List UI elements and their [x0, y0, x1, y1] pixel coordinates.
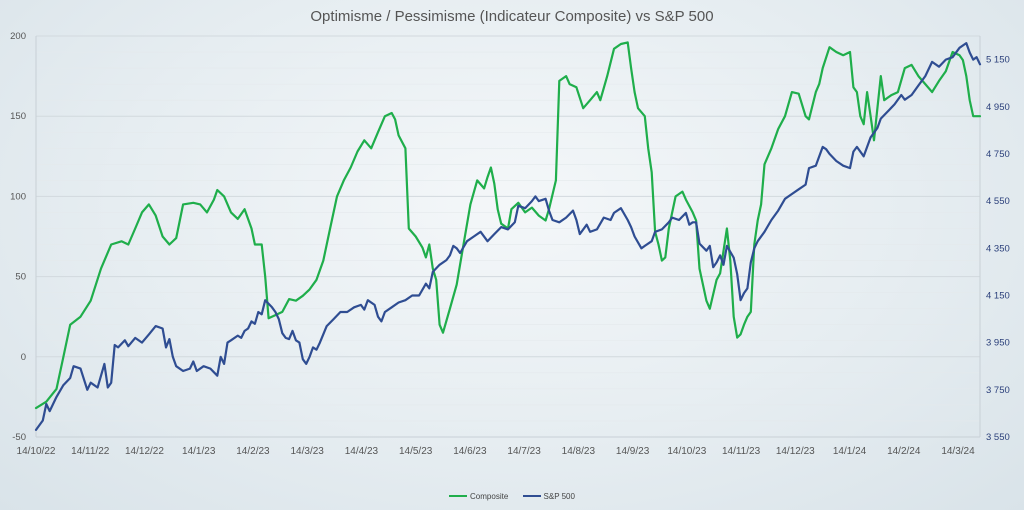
legend-item-composite: Composite [449, 492, 508, 501]
x-tick-label: 14/2/24 [887, 446, 921, 457]
y-left-tick-label: 50 [15, 272, 26, 283]
x-tick-label: 14/8/23 [562, 446, 596, 457]
x-tick-label: 14/12/22 [125, 446, 164, 457]
legend-swatch-sp500 [522, 495, 541, 497]
y-right-tick-label: 5 150 [986, 55, 1010, 66]
x-tick-label: 14/10/22 [17, 446, 56, 457]
x-tick-label: 14/10/23 [667, 446, 706, 457]
x-tick-label: 14/5/23 [399, 446, 433, 457]
legend-item-sp500: S&P 500 [522, 491, 575, 501]
y-right-tick-label: 3 750 [986, 385, 1010, 396]
x-tick-label: 14/4/23 [345, 446, 379, 457]
x-tick-label: 14/11/23 [722, 446, 761, 457]
x-tick-label: 14/3/23 [290, 446, 324, 457]
legend-label-sp500: S&P 500 [543, 491, 575, 501]
series-line-composite [34, 41, 982, 410]
x-tick-label: 14/1/24 [833, 446, 867, 457]
x-tick-label: 14/2/23 [236, 446, 270, 457]
x-tick-label: 14/9/23 [616, 446, 650, 457]
y-right-tick-label: 4 150 [986, 290, 1010, 301]
chart-legend: Composite S&P 500 [0, 490, 1024, 501]
y-left-tick-label: 150 [10, 111, 26, 122]
tick-labels: -50 0 50 100 150 200 3 550 3 750 3 950 4 150 4 350… [10, 31, 1010, 457]
x-tick-label: 14/3/24 [941, 446, 975, 457]
y-left-tick-label: 0 [21, 352, 26, 363]
series-group [34, 41, 982, 431]
y-right-tick-label: 4 350 [986, 243, 1010, 254]
x-tick-label: 14/6/23 [453, 446, 487, 457]
y-right-tick-label: 4 950 [986, 102, 1010, 113]
legend-label-composite: Composite [470, 491, 509, 501]
x-tick-label: 14/12/23 [776, 446, 815, 457]
y-right-tick-label: 3 550 [986, 432, 1010, 443]
grid-lines [36, 35, 980, 438]
y-right-tick-label: 3 950 [986, 338, 1010, 349]
x-tick-label: 14/7/23 [507, 446, 541, 457]
x-tick-label: 14/11/22 [71, 446, 110, 457]
chart-title: Optimisme / Pessimisme (Indicateur Compo… [310, 8, 714, 25]
y-left-tick-label: 200 [10, 31, 26, 42]
x-tick-label: 14/1/23 [182, 446, 216, 457]
series-line-sp500 [34, 42, 982, 431]
y-right-tick-label: 4 550 [986, 196, 1010, 207]
y-left-tick-label: -50 [12, 432, 26, 443]
chart-axes [35, 36, 981, 438]
y-right-tick-label: 4 750 [986, 149, 1010, 160]
y-left-tick-label: 100 [10, 191, 26, 202]
legend-swatch-composite [449, 495, 468, 497]
